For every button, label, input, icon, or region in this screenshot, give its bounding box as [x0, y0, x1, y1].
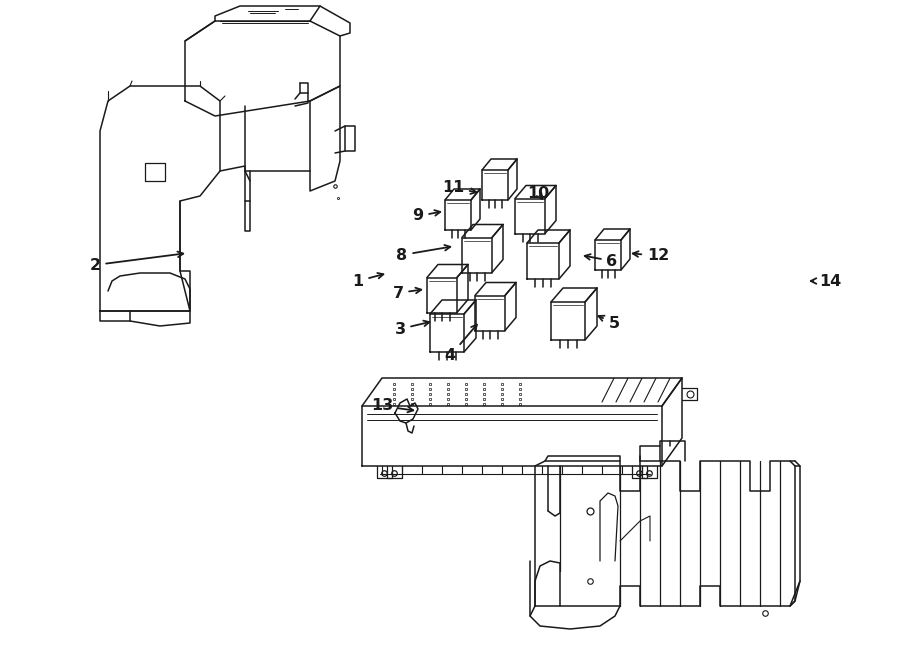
Text: 10: 10	[526, 186, 549, 200]
Text: 9: 9	[412, 208, 440, 223]
Text: 6: 6	[585, 254, 617, 268]
Text: 3: 3	[394, 321, 429, 336]
Text: 12: 12	[633, 249, 669, 264]
Text: 1: 1	[353, 273, 383, 288]
Text: 2: 2	[89, 252, 184, 272]
Text: 5: 5	[598, 315, 619, 330]
Text: 13: 13	[371, 399, 413, 414]
Text: 4: 4	[445, 325, 477, 364]
Text: 11: 11	[442, 180, 476, 196]
Text: 14: 14	[811, 274, 842, 288]
Text: 7: 7	[392, 286, 421, 301]
Text: 8: 8	[396, 245, 450, 262]
